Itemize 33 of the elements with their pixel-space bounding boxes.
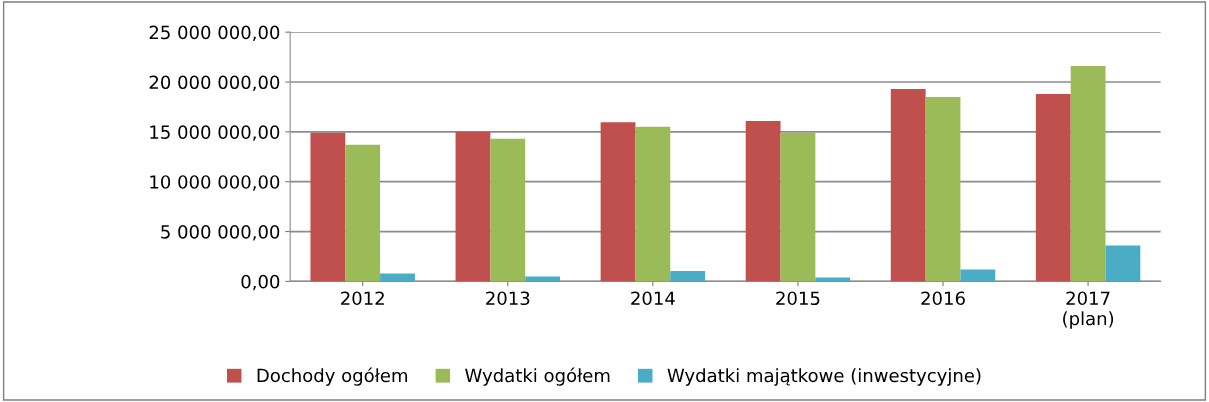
x-tick-label: 2015 [776,291,820,306]
bar [780,132,816,282]
bar [455,131,491,282]
bar [600,122,636,282]
legend-label: Wydatki ogółem [465,367,610,386]
bar [670,270,706,282]
bar [890,88,926,282]
bar [635,126,671,282]
bar [960,269,996,282]
bar [1105,245,1141,282]
bar [1035,93,1071,282]
bar [925,96,961,282]
legend-label: Wydatki majątkowe (inwestycyjne) [667,368,981,386]
y-tick-label: 20 000 000,00 [149,75,280,91]
bar [815,277,851,282]
y-tick-label: 5 000 000,00 [161,225,280,241]
bar [745,120,781,282]
legend-label: Dochody ogółem [257,367,407,386]
bar [490,138,526,282]
y-tick-label: 0,00 [241,274,280,291]
y-tick-label: 25 000 000,00 [149,25,280,42]
x-tick-label: 2016 [921,291,965,306]
x-tick-label: 2014 [631,291,675,306]
bar [525,276,561,282]
bar [1070,66,1106,282]
bar [380,273,415,282]
x-tick-label: 2012 [341,291,384,306]
x-tick-label: 2013 [486,291,530,306]
bar [310,132,346,282]
bar [345,144,381,282]
x-tick-label: 2017 (plan) [1063,291,1114,329]
y-tick-label: 15 000 000,00 [150,125,280,141]
y-tick-label: 10 000 000,00 [150,175,280,191]
